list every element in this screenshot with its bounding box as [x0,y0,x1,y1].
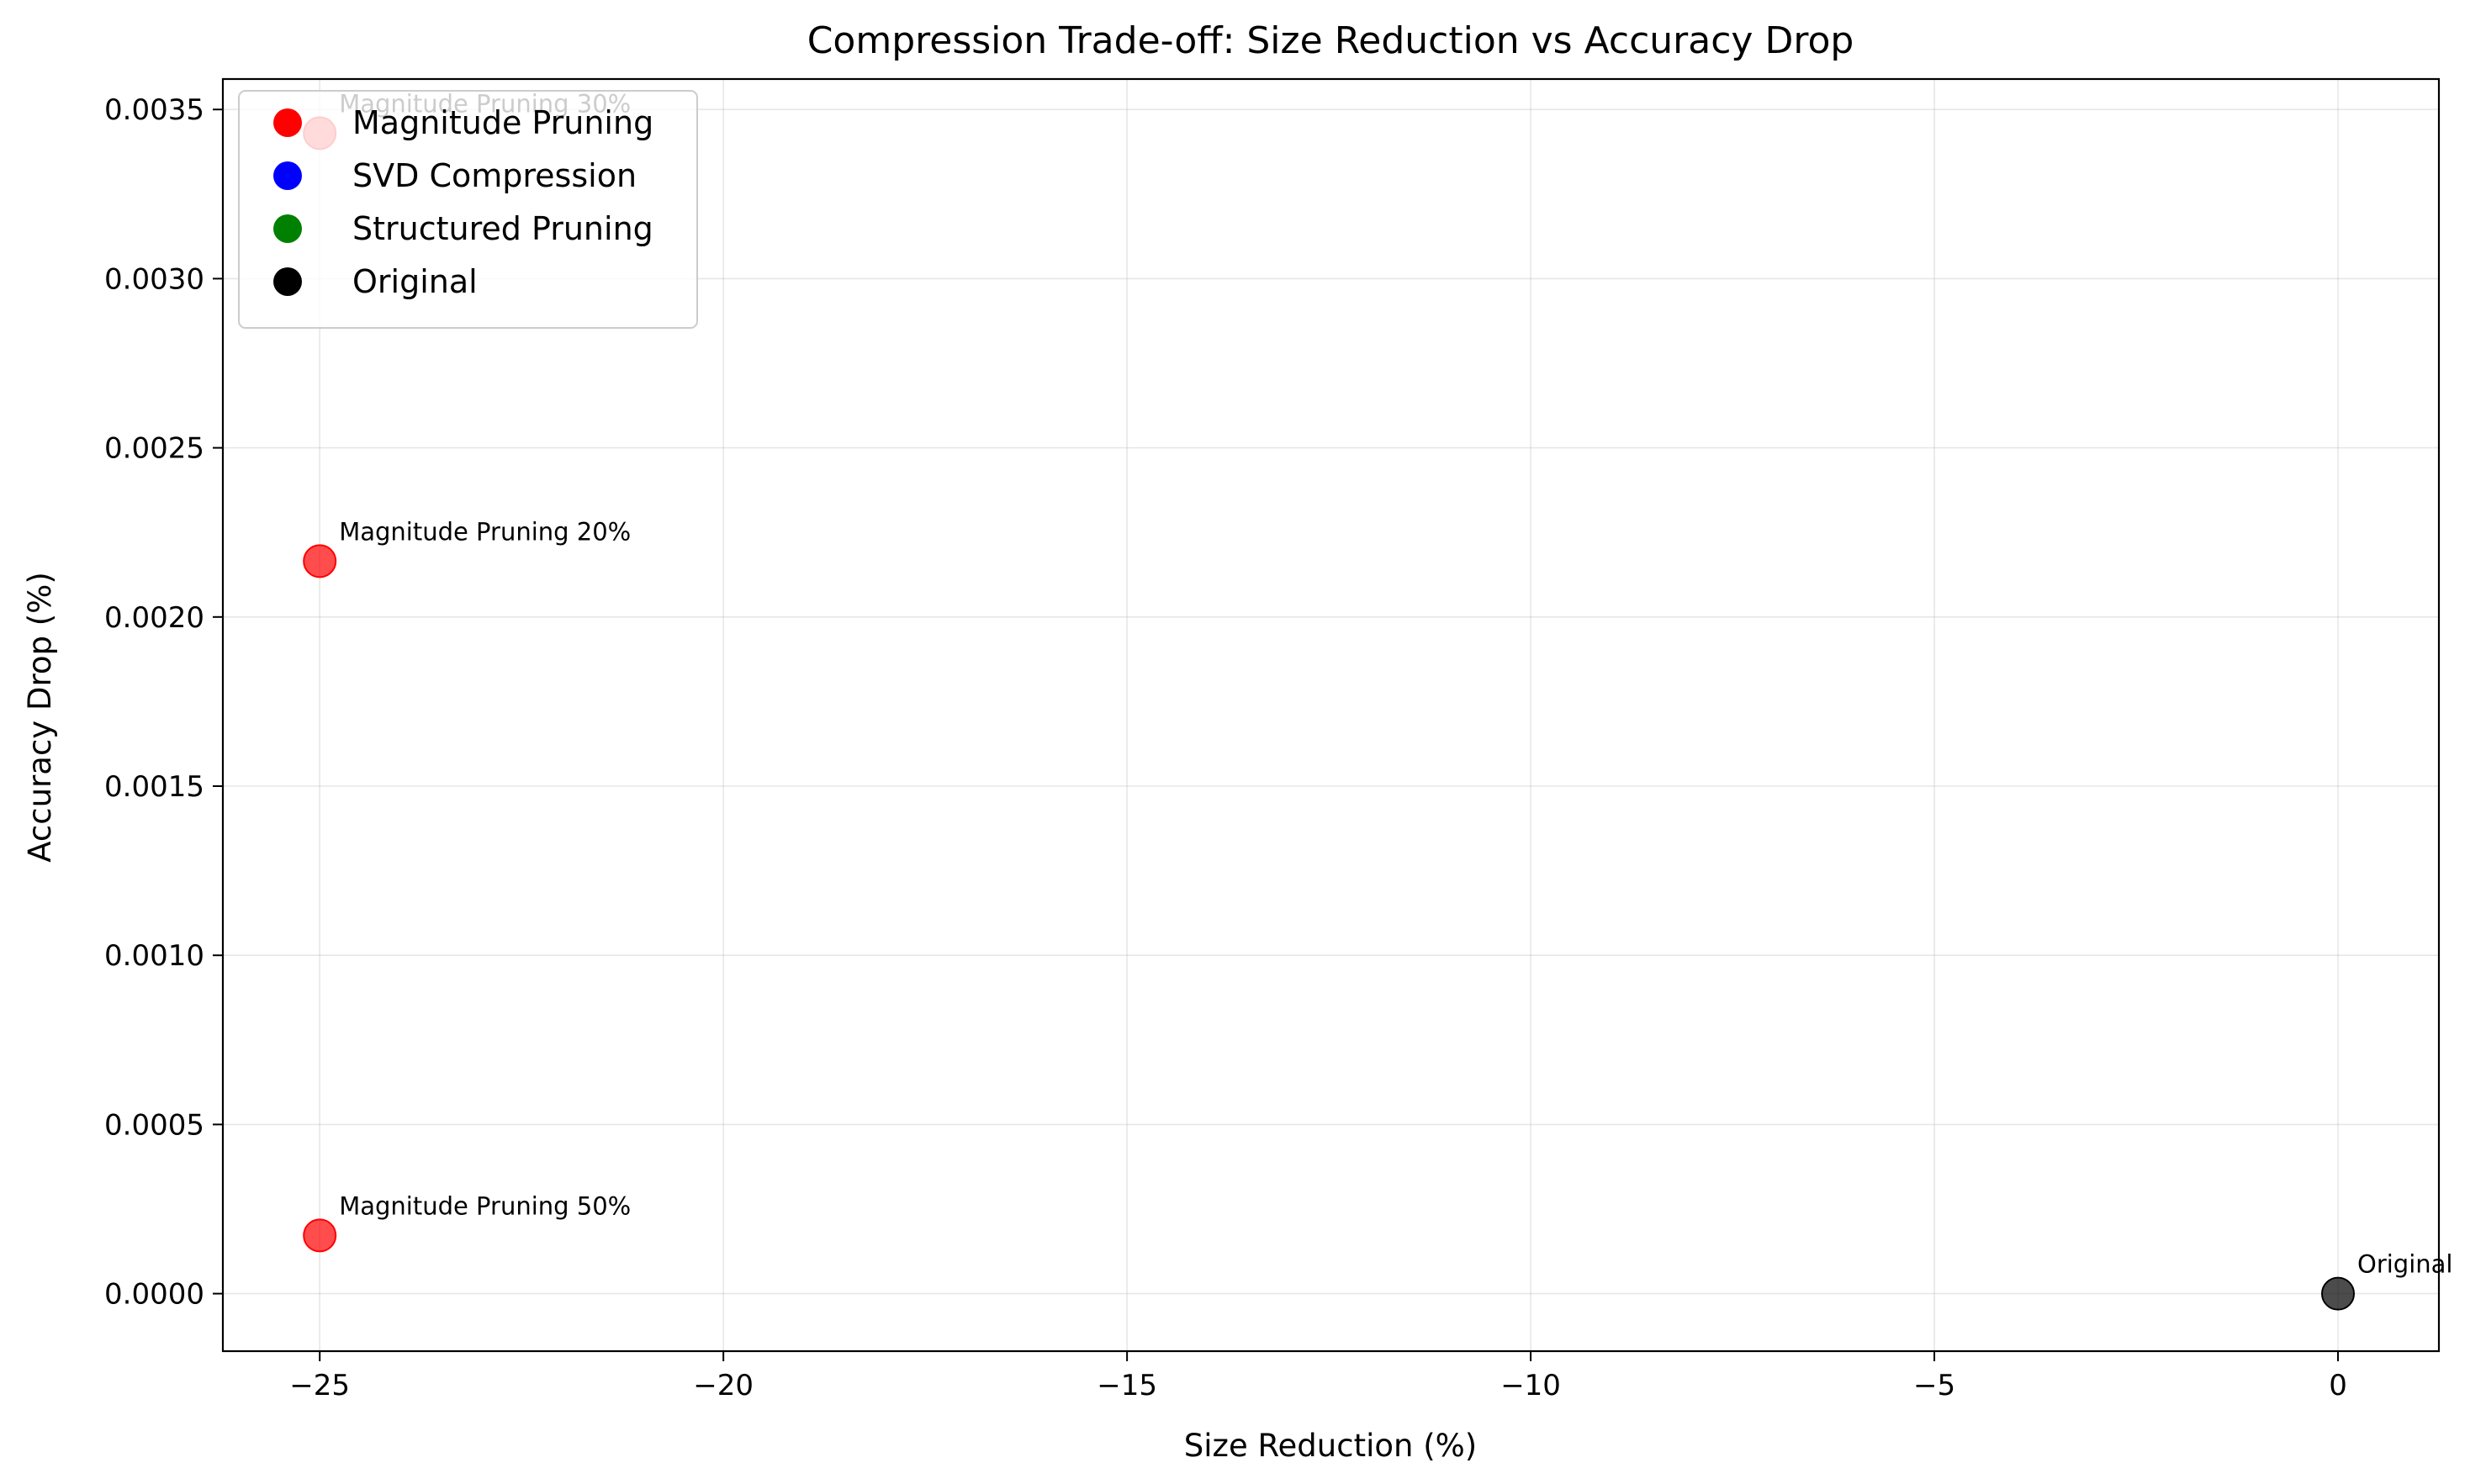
legend: Magnitude Pruning SVD Compression Structur… [238,90,698,329]
y-tick-label: 0.0020 [104,601,204,635]
x-tick-label: −10 [1500,1369,1561,1402]
x-tick-label: −15 [1097,1369,1157,1402]
x-axis: −25 −20 −15 −10 −5 0 [289,1351,2347,1402]
y-tick-label: 0.0035 [104,93,204,127]
legend-marker [273,214,302,243]
legend-label: Original [352,263,478,300]
y-tick-label: 0.0030 [104,262,204,296]
y-tick-label: 0.0010 [104,939,204,973]
legend-label: SVD Compression [352,157,637,194]
x-tick-label: −25 [289,1369,350,1402]
y-tick-label: 0.0025 [104,432,204,466]
x-axis-label: Size Reduction (%) [1184,1428,1477,1464]
y-tick-label: 0.0005 [104,1108,204,1142]
legend-box [238,90,698,329]
x-tick-label: 0 [2329,1369,2347,1402]
y-axis-label: Accuracy Drop (%) [22,572,58,862]
legend-marker [273,108,302,137]
legend-label: Magnitude Pruning [352,104,653,141]
point-annotation: Original [2357,1250,2452,1279]
point-annotation: Magnitude Pruning 50% [339,1191,631,1220]
data-point [303,1218,337,1253]
plot-area-frame [221,77,2441,1353]
grid [223,79,2439,1351]
x-tick-label: −20 [693,1369,754,1402]
data-point [2321,1276,2356,1311]
data-point [303,544,337,578]
legend-marker [273,267,302,296]
y-tick-label: 0.0000 [104,1278,204,1312]
point-annotation: Magnitude Pruning 20% [339,517,631,546]
x-tick-label: −5 [1913,1369,1955,1402]
chart-title: Compression Trade-off: Size Reduction vs… [807,19,1854,62]
legend-marker [273,161,302,190]
y-axis: 0.0000 0.0005 0.0010 0.0015 0.0020 0.0025 0.00… [104,93,223,1312]
y-tick-label: 0.0015 [104,770,204,804]
legend-label: Structured Pruning [352,210,653,247]
